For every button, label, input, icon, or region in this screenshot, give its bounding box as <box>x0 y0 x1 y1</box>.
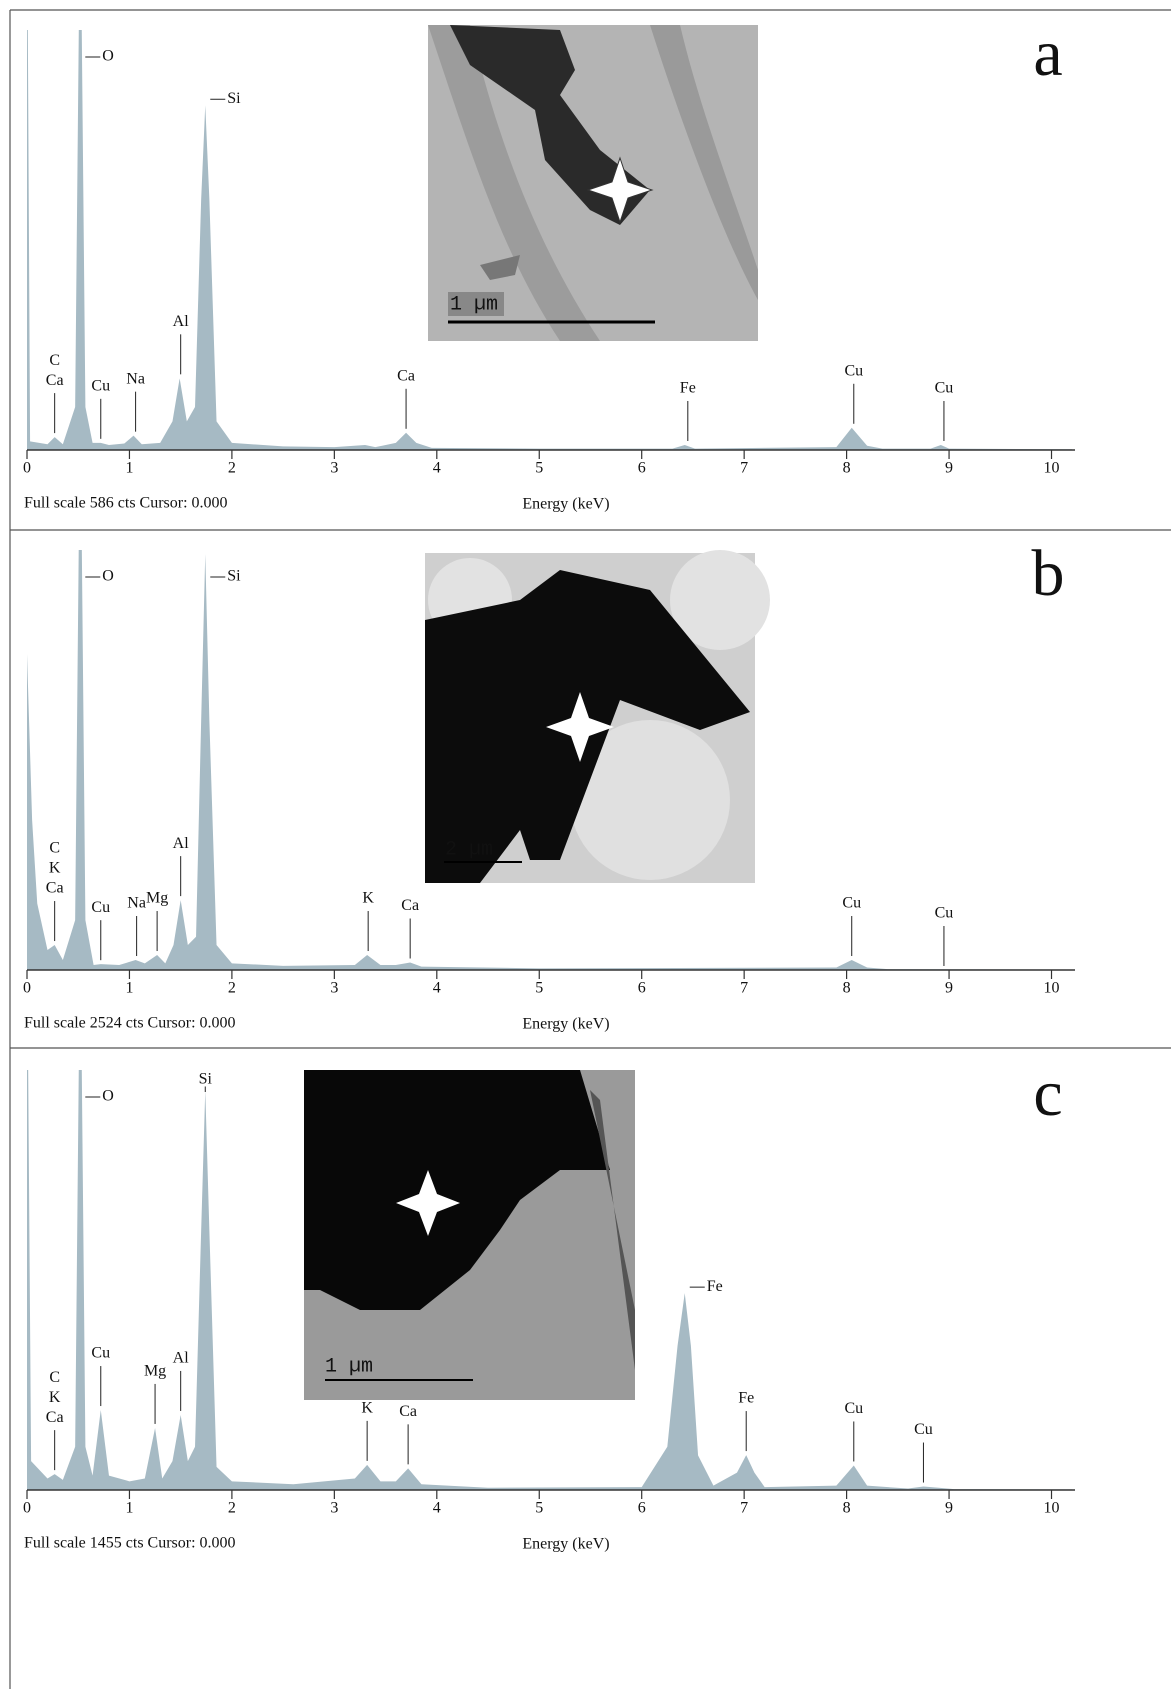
peak-label: Mg <box>144 1363 166 1380</box>
peak-label: Al <box>173 313 190 330</box>
peak-label: Si <box>227 90 241 107</box>
peak-label: C <box>49 840 60 857</box>
tem-inset: 2 µm <box>425 550 770 883</box>
peak-label: Ca <box>401 897 419 914</box>
x-tick-label: 1 <box>125 980 133 997</box>
panel-label: c <box>1033 1057 1062 1130</box>
x-tick-label: 4 <box>433 460 441 477</box>
peak-label: Cu <box>935 905 954 922</box>
x-tick-label: 5 <box>535 460 543 477</box>
peak-label: Cu <box>935 380 954 397</box>
x-tick-label: 6 <box>638 980 646 997</box>
x-tick-label: 3 <box>330 980 338 997</box>
x-tick-label: 4 <box>433 980 441 997</box>
x-tick-label: 8 <box>843 1500 851 1517</box>
peak-label: Ca <box>46 1409 64 1426</box>
peak-label: Fe <box>707 1278 723 1295</box>
x-tick-label: 8 <box>843 980 851 997</box>
footer: Full scale 1455 cts Cursor: 0.000 <box>24 1535 236 1552</box>
x-tick-label: 7 <box>740 980 748 997</box>
peak-label: Mg <box>146 890 168 907</box>
x-tick-label: 2 <box>228 1500 236 1517</box>
x-tick-label: 9 <box>945 980 953 997</box>
x-tick-label: 9 <box>945 1500 953 1517</box>
x-tick-label: 9 <box>945 460 953 477</box>
peak-label: Cu <box>91 899 110 916</box>
x-tick-label: 10 <box>1044 980 1060 997</box>
peak-label: Si <box>199 1071 213 1088</box>
x-tick-label: 1 <box>125 1500 133 1517</box>
peak-label: Cu <box>842 895 861 912</box>
x-tick-label: 8 <box>843 460 851 477</box>
peak-label: K <box>362 890 374 907</box>
peak-label: Fe <box>738 1390 754 1407</box>
x-tick-label: 0 <box>23 980 31 997</box>
x-tick-label: 5 <box>535 1500 543 1517</box>
peak-label: Cu <box>91 378 110 395</box>
peak-label: Ca <box>399 1403 417 1420</box>
x-tick-label: 4 <box>433 1500 441 1517</box>
scale-bar-label: 2 µm <box>445 838 493 861</box>
scale-bar-label: 1 µm <box>325 1355 373 1378</box>
peak-label: Na <box>126 370 145 387</box>
x-tick-label: 10 <box>1044 1500 1060 1517</box>
peak-label: O <box>102 568 114 585</box>
peak-label: Cu <box>844 1400 863 1417</box>
panel-frames <box>9 9 1171 1689</box>
peak-label: K <box>49 1389 61 1406</box>
x-tick-label: 3 <box>330 460 338 477</box>
tem-inset: 1 µm <box>304 1070 635 1400</box>
x-tick-label: 6 <box>638 460 646 477</box>
peak-label: Ca <box>397 367 415 384</box>
peak-label: C <box>49 352 60 369</box>
peak-label: K <box>361 1400 373 1417</box>
peak-label: Na <box>127 895 146 912</box>
x-tick-label: 2 <box>228 980 236 997</box>
x-tick-label: 7 <box>740 460 748 477</box>
x-tick-label: 2 <box>228 460 236 477</box>
peak-label: Ca <box>46 372 64 389</box>
x-tick-label: 5 <box>535 980 543 997</box>
peak-label: Fe <box>680 380 696 397</box>
footer: Full scale 2524 cts Cursor: 0.000 <box>24 1015 236 1032</box>
peak-label: O <box>102 1088 114 1105</box>
x-tick-label: 7 <box>740 1500 748 1517</box>
peak-label: Cu <box>914 1421 933 1438</box>
peak-label: O <box>102 48 114 65</box>
x-tick-label: 6 <box>638 1500 646 1517</box>
panel-label: a <box>1033 17 1062 90</box>
tem-inset: 1 µm <box>428 25 758 341</box>
peak-label: Al <box>173 1350 190 1367</box>
x-tick-label: 0 <box>23 1500 31 1517</box>
x-axis-label: Energy (keV) <box>522 1016 609 1033</box>
x-axis-label: Energy (keV) <box>522 1536 609 1553</box>
peak-label: Cu <box>91 1345 110 1362</box>
x-tick-label: 1 <box>125 460 133 477</box>
peak-label: Ca <box>46 880 64 897</box>
x-axis-label: Energy (keV) <box>522 496 609 513</box>
peak-label: Al <box>173 835 190 852</box>
x-tick-label: 0 <box>23 460 31 477</box>
scale-bar-label: 1 µm <box>450 293 498 316</box>
peak-label: K <box>49 860 61 877</box>
panel-label: b <box>1032 537 1065 610</box>
footer: Full scale 586 cts Cursor: 0.000 <box>24 495 228 512</box>
peak-label: Si <box>227 568 241 585</box>
peak-label: C <box>49 1369 60 1386</box>
x-tick-label: 10 <box>1044 460 1060 477</box>
x-tick-label: 3 <box>330 1500 338 1517</box>
peak-label: Cu <box>844 362 863 379</box>
